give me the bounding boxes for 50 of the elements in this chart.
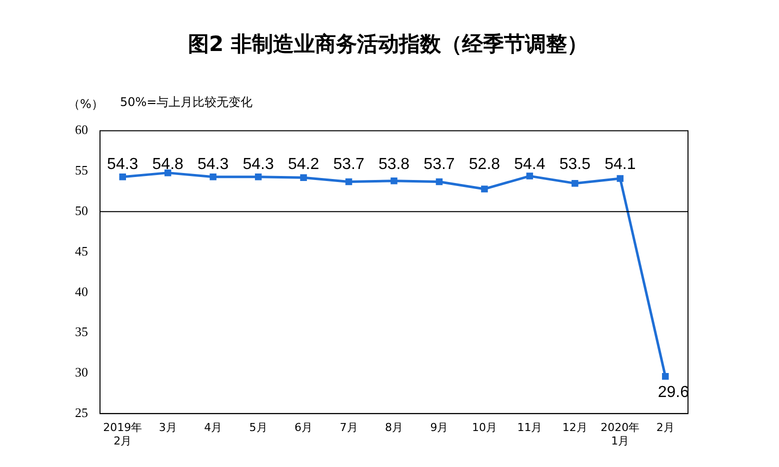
point [345,178,352,186]
y-tick-label: 30 [75,364,88,380]
x-tick-label: 8月 [385,421,403,434]
y-tick-label: 55 [75,162,88,178]
data-label: 54.1 [604,156,636,174]
x-tick-label: 7月 [340,421,358,434]
data-label: 54.4 [514,156,546,174]
point [210,173,216,180]
point [390,178,398,184]
point [481,186,488,192]
y-tick-label: 45 [75,243,88,258]
x-tick-label: 5月 [249,421,268,434]
point [526,172,534,180]
data-label: 53.5 [559,156,591,174]
data-label: 53.8 [378,156,410,174]
x-tick-label: 11月 [517,421,542,434]
data-label: 53.7 [424,156,455,174]
x-tick-label: 2019年 2月 [103,421,142,448]
chart-title: 图2 非制造业商务活动指数（经季节调整） [187,31,589,58]
y-tick-label: 25 [75,405,88,420]
x-tick-label: 2月 [656,421,674,434]
data-label: 54.3 [107,156,138,174]
point [616,175,624,182]
point [572,180,578,187]
x-tick-label: 6月 [294,421,313,434]
data-label: 54.3 [198,156,229,174]
y-axis-title: （%） [68,96,104,113]
data-label: 54.8 [152,156,184,174]
x-tick-label: 3月 [158,421,177,434]
x-tick-label: 2020年 1月 [600,421,640,448]
y-tick-label: 60 [75,122,88,138]
text: 50%=与上月比较无变化 [120,94,253,111]
point [662,373,669,380]
point [119,173,126,180]
y-tick-label: 40 [75,284,88,299]
data-label: 53.7 [333,156,364,174]
x-tick-label: 4月 [204,421,222,434]
x-tick-label: 9月 [430,421,448,434]
data-label: 52.8 [468,156,500,174]
point [164,169,172,176]
y-tick-label: 35 [75,324,88,340]
data-label: 54.3 [242,156,274,174]
point [300,174,307,182]
point [254,173,262,180]
point [436,178,443,186]
y-tick-label: 50 [75,203,88,218]
data-label: 54.2 [288,156,320,174]
data-label: 29.6 [658,384,690,401]
x-tick-label: 12月 [562,421,588,434]
x-tick-label: 10月 [472,421,497,434]
